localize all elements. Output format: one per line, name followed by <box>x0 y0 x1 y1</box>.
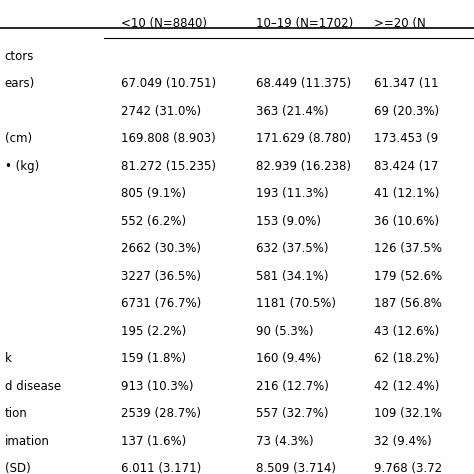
Text: <10 (N=8840): <10 (N=8840) <box>121 17 207 29</box>
Text: 8.509 (3.714): 8.509 (3.714) <box>256 462 336 474</box>
Text: tion: tion <box>5 407 27 420</box>
Text: 179 (52.6%: 179 (52.6% <box>374 270 443 283</box>
Text: 41 (12.1%): 41 (12.1%) <box>374 187 440 200</box>
Text: 632 (37.5%): 632 (37.5%) <box>256 242 328 255</box>
Text: 43 (12.6%): 43 (12.6%) <box>374 325 440 337</box>
Text: 581 (34.1%): 581 (34.1%) <box>256 270 328 283</box>
Text: 216 (12.7%): 216 (12.7%) <box>256 380 329 392</box>
Text: 62 (18.2%): 62 (18.2%) <box>374 352 440 365</box>
Text: 68.449 (11.375): 68.449 (11.375) <box>256 77 351 90</box>
Text: imation: imation <box>5 435 50 447</box>
Text: 195 (2.2%): 195 (2.2%) <box>121 325 186 337</box>
Text: 137 (1.6%): 137 (1.6%) <box>121 435 186 447</box>
Text: 32 (9.4%): 32 (9.4%) <box>374 435 432 447</box>
Text: 2742 (31.0%): 2742 (31.0%) <box>121 105 201 118</box>
Text: ctors: ctors <box>5 50 34 63</box>
Text: 2662 (30.3%): 2662 (30.3%) <box>121 242 201 255</box>
Text: >=20 (N: >=20 (N <box>374 17 426 29</box>
Text: 82.939 (16.238): 82.939 (16.238) <box>256 160 351 173</box>
Text: k: k <box>5 352 12 365</box>
Text: 67.049 (10.751): 67.049 (10.751) <box>121 77 216 90</box>
Text: 83.424 (17: 83.424 (17 <box>374 160 439 173</box>
Text: 171.629 (8.780): 171.629 (8.780) <box>256 132 351 145</box>
Text: 126 (37.5%: 126 (37.5% <box>374 242 442 255</box>
Text: 169.808 (8.903): 169.808 (8.903) <box>121 132 216 145</box>
Text: • (kg): • (kg) <box>5 160 39 173</box>
Text: 363 (21.4%): 363 (21.4%) <box>256 105 328 118</box>
Text: 2539 (28.7%): 2539 (28.7%) <box>121 407 201 420</box>
Text: 913 (10.3%): 913 (10.3%) <box>121 380 193 392</box>
Text: 10–19 (N=1702): 10–19 (N=1702) <box>256 17 353 29</box>
Text: 552 (6.2%): 552 (6.2%) <box>121 215 186 228</box>
Text: 557 (32.7%): 557 (32.7%) <box>256 407 328 420</box>
Text: 1181 (70.5%): 1181 (70.5%) <box>256 297 336 310</box>
Text: 90 (5.3%): 90 (5.3%) <box>256 325 313 337</box>
Text: 109 (32.1%: 109 (32.1% <box>374 407 442 420</box>
Text: ears): ears) <box>5 77 35 90</box>
Text: d disease: d disease <box>5 380 61 392</box>
Text: 73 (4.3%): 73 (4.3%) <box>256 435 314 447</box>
Text: 3227 (36.5%): 3227 (36.5%) <box>121 270 201 283</box>
Text: (cm): (cm) <box>5 132 32 145</box>
Text: (SD): (SD) <box>5 462 30 474</box>
Text: 193 (11.3%): 193 (11.3%) <box>256 187 328 200</box>
Text: 6731 (76.7%): 6731 (76.7%) <box>121 297 201 310</box>
Text: 159 (1.8%): 159 (1.8%) <box>121 352 186 365</box>
Text: 69 (20.3%): 69 (20.3%) <box>374 105 439 118</box>
Text: 805 (9.1%): 805 (9.1%) <box>121 187 186 200</box>
Text: 81.272 (15.235): 81.272 (15.235) <box>121 160 216 173</box>
Text: 160 (9.4%): 160 (9.4%) <box>256 352 321 365</box>
Text: 173.453 (9: 173.453 (9 <box>374 132 439 145</box>
Text: 153 (9.0%): 153 (9.0%) <box>256 215 321 228</box>
Text: 187 (56.8%: 187 (56.8% <box>374 297 442 310</box>
Text: 42 (12.4%): 42 (12.4%) <box>374 380 440 392</box>
Text: 9.768 (3.72: 9.768 (3.72 <box>374 462 443 474</box>
Text: 61.347 (11: 61.347 (11 <box>374 77 439 90</box>
Text: 36 (10.6%): 36 (10.6%) <box>374 215 439 228</box>
Text: 6.011 (3.171): 6.011 (3.171) <box>121 462 201 474</box>
